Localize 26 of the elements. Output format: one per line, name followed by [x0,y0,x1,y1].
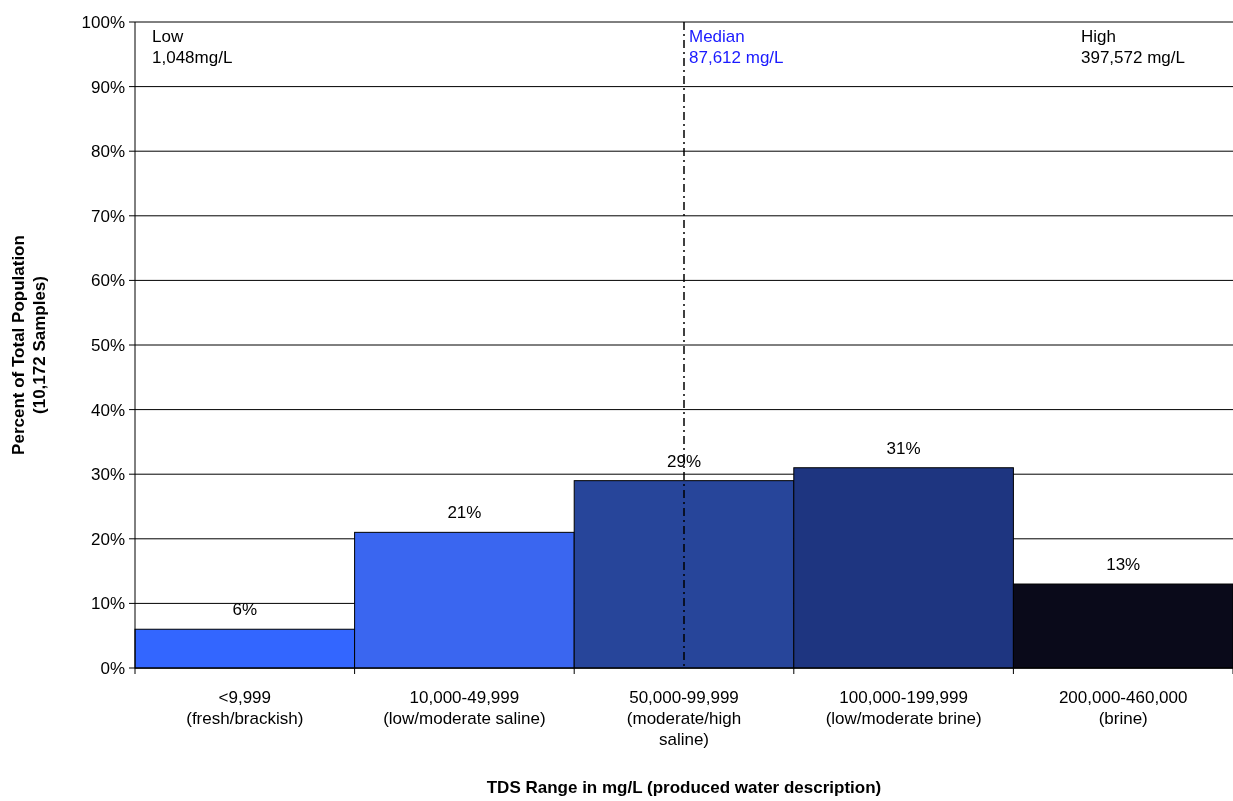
y-tick-label: 10% [90,594,125,614]
x-tick-label: <9,999 (fresh/brackish) [186,688,304,728]
data-label: 13% [1106,555,1141,575]
y-tick-label: 90% [90,77,125,97]
y-tick-label: 60% [90,271,125,291]
y-tick-label: 50% [90,336,125,355]
x-tick-label: 200,000-460,000 (brine) [1058,688,1188,728]
x-tick-label: 50,000-99,999 (moderate/high saline) [626,688,742,749]
annotation: High 397,572 mg/L [1081,27,1185,67]
y-tick-label: 100% [81,13,125,32]
data-label: 6% [232,600,258,620]
y-tick-label: 80% [90,142,125,162]
annotation: Low 1,048mg/L [152,27,233,67]
x-tick-label: 100,000-199,999 (low/moderate brine) [825,688,982,728]
x-axis-title: TDS Range in mg/L (produced water description) [486,778,882,797]
y-tick-label: 20% [90,529,125,549]
y-tick-label: 0% [100,659,125,678]
ref-line-label: Median 87,612 mg/L [689,27,784,67]
y-tick-label: 40% [90,400,125,420]
data-label: 21% [447,503,482,523]
y-tick-label: 70% [90,206,125,226]
data-label: 31% [886,438,921,458]
data-label: 29% [666,451,702,471]
x-tick-label: 10,000-49,999 (low/moderate saline) [383,688,546,728]
y-tick-label: 30% [90,465,125,485]
y-axis-title: Percent of Total Population (10,172 Samples) [9,235,49,455]
